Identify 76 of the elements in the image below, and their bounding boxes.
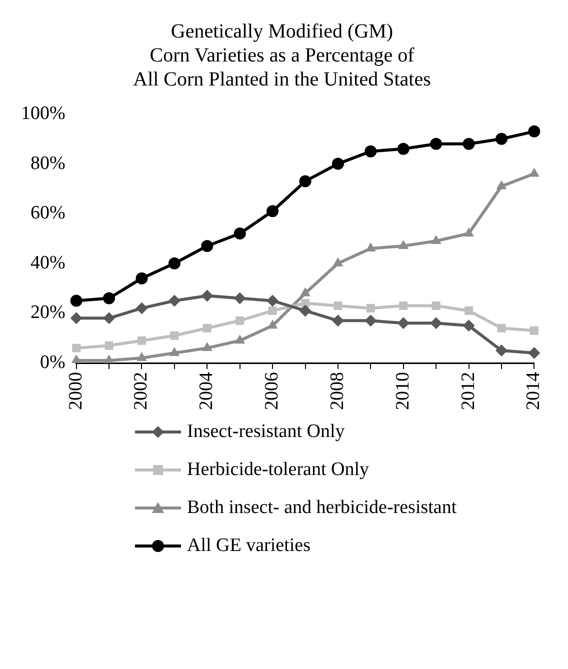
point xyxy=(202,324,212,332)
point xyxy=(137,336,146,345)
point xyxy=(430,234,442,244)
legend-label: Insect-resistant Only xyxy=(187,421,345,443)
point xyxy=(432,301,440,310)
point xyxy=(71,354,82,363)
point xyxy=(169,347,180,356)
point xyxy=(462,138,475,150)
point xyxy=(464,306,474,315)
point xyxy=(300,287,310,296)
point xyxy=(70,294,82,307)
y-tick-label: 100% xyxy=(21,102,66,124)
point xyxy=(529,168,540,177)
y-tick-label: 20% xyxy=(30,302,66,324)
point xyxy=(462,320,475,332)
y-tick-label: 60% xyxy=(30,202,66,224)
x-tick-label: 2006 xyxy=(262,372,283,410)
point xyxy=(334,301,342,310)
point xyxy=(201,240,214,252)
point xyxy=(332,158,344,170)
x-tick-label: 2008 xyxy=(326,372,348,410)
point xyxy=(234,292,246,304)
y-tick-label: 0% xyxy=(40,352,66,373)
point xyxy=(72,344,81,352)
point xyxy=(266,294,279,307)
x-tick-label: 2004 xyxy=(196,372,218,410)
point xyxy=(364,314,377,327)
point xyxy=(299,304,312,317)
point xyxy=(530,326,538,335)
point xyxy=(332,257,344,266)
point xyxy=(430,138,442,150)
point xyxy=(104,341,114,350)
point xyxy=(464,228,474,237)
point xyxy=(495,132,508,145)
point xyxy=(268,306,277,315)
point xyxy=(364,145,377,158)
point xyxy=(397,317,410,330)
point xyxy=(528,125,540,138)
point xyxy=(103,292,116,304)
point xyxy=(528,347,540,360)
point xyxy=(397,142,410,155)
point xyxy=(70,312,82,324)
x-tick-label: 2012 xyxy=(458,372,479,410)
point xyxy=(201,290,214,302)
point xyxy=(234,334,246,344)
y-tick-label: 40% xyxy=(30,252,66,274)
legend-label: Both insect- and herbicide-resistant xyxy=(187,497,457,519)
x-tick-label: 2014 xyxy=(523,372,544,410)
point xyxy=(234,228,246,240)
point xyxy=(103,312,116,324)
point xyxy=(136,302,148,314)
x-tick-label: 2002 xyxy=(130,372,152,410)
point xyxy=(399,301,408,310)
point xyxy=(136,272,148,284)
point xyxy=(168,257,180,270)
point xyxy=(299,175,312,188)
legend-label: All GE varieties xyxy=(187,535,310,557)
point xyxy=(430,317,442,330)
point xyxy=(136,352,147,362)
point xyxy=(496,180,507,190)
x-tick-label: 2000 xyxy=(65,372,86,410)
point xyxy=(495,344,508,357)
point xyxy=(497,324,506,332)
point xyxy=(168,294,180,307)
point xyxy=(236,316,244,325)
legend-label: Herbicide-tolerant Only xyxy=(187,459,370,481)
point xyxy=(170,331,179,340)
point xyxy=(332,314,344,327)
point xyxy=(202,342,212,352)
chart-title: Genetically Modified (GM) Corn Varieties as a Percentage of All Corn Planted in the United States xyxy=(133,20,432,90)
point xyxy=(398,240,409,249)
point xyxy=(104,354,114,363)
point xyxy=(366,304,375,312)
x-tick-label: 2010 xyxy=(392,372,414,410)
point xyxy=(266,205,279,218)
y-tick-label: 80% xyxy=(30,152,66,174)
